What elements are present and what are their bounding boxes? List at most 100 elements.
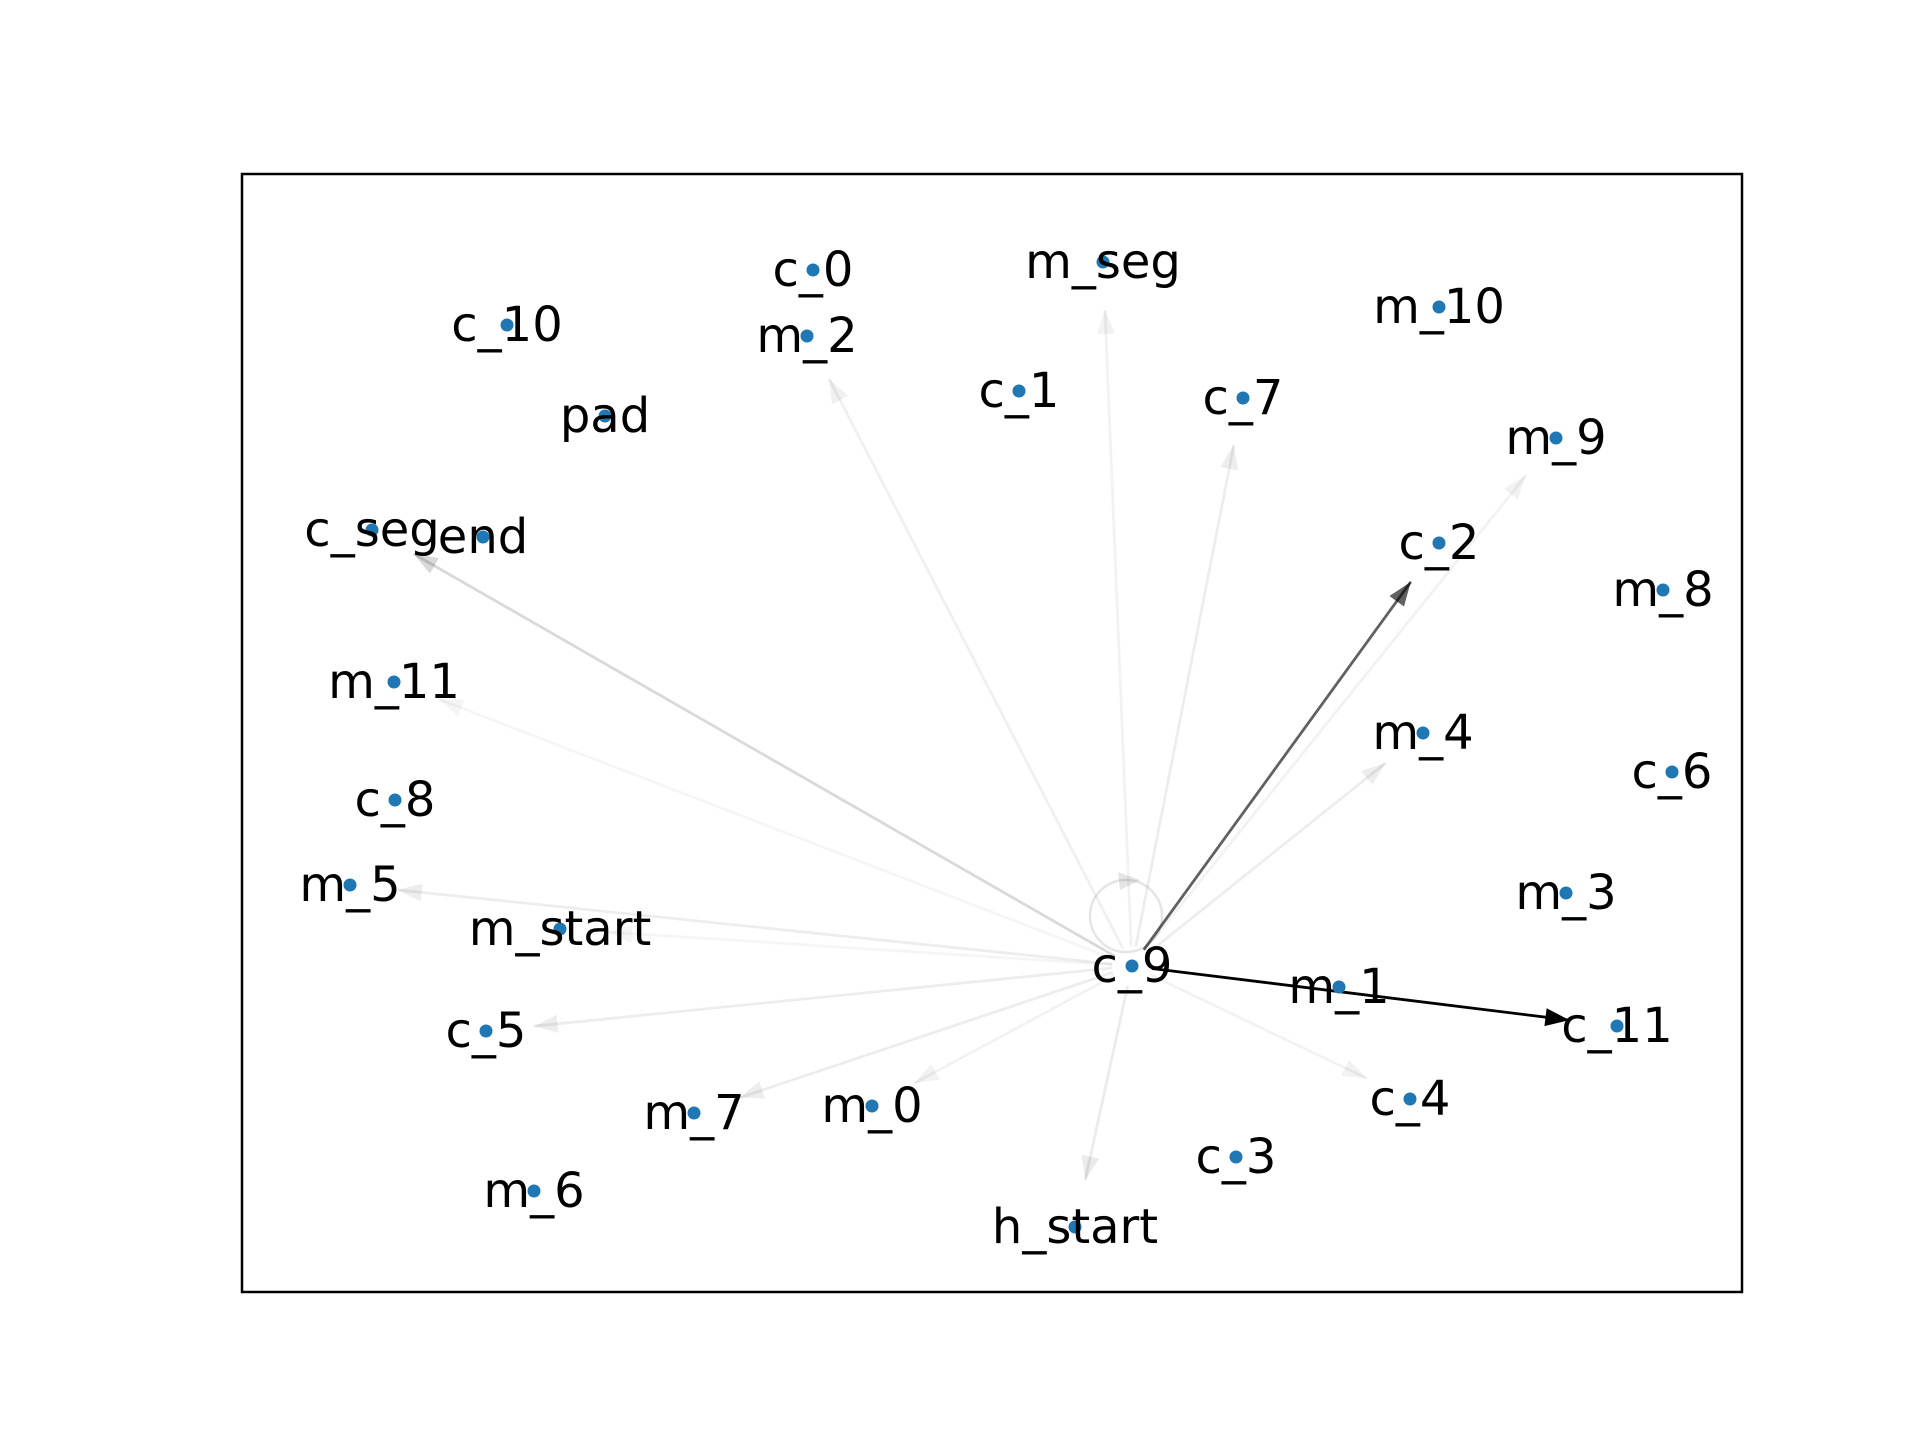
node-m_1: m_1 [1288,959,1389,1015]
node-dot [1549,431,1563,445]
edge-c_9-to-m_start [607,924,1113,967]
node-c_0: c_0 [773,242,854,298]
node-dot [1125,959,1139,973]
node-label: c_1 [979,363,1060,419]
edge-c_9-to-c_seg [412,552,1116,958]
node-c_3: c_3 [1196,1129,1277,1185]
node-label: m_3 [1515,865,1616,921]
edge-c_9-to-m_11 [438,697,1114,961]
node-dot [1332,980,1346,994]
node-label: c_2 [1399,515,1480,571]
node-m_start: m_start [469,901,652,957]
node-label: c_9 [1092,938,1173,994]
node-dot [479,1024,493,1038]
plot-frame [240,172,1744,1294]
node-dot [500,318,514,332]
node-dot [388,793,402,807]
node-c_6: c_6 [1632,744,1713,800]
node-dot [527,1184,541,1198]
edge-c_9-to-c_2 [1142,581,1412,951]
node-dot [1236,391,1250,405]
edge-c_9-to-c_5 [533,966,1113,1033]
node-dot [806,263,820,277]
node-label: c_3 [1196,1129,1277,1185]
edge-c_9-to-c_7 [1134,444,1239,947]
node-label: pad [560,388,650,444]
node-c_5: c_5 [446,1003,527,1059]
edge-c_9-to-c_11 [1151,967,1570,1027]
node-label: c_0 [773,242,854,298]
edge-c_9-to-h_start [1081,985,1130,1181]
node-c_4: c_4 [1370,1071,1451,1127]
node-pad: pad [560,388,650,444]
node-label: m_2 [756,308,857,364]
node-m_7: m_7 [643,1085,744,1141]
node-m_8: m_8 [1612,562,1713,618]
edge-layer [397,309,1570,1181]
node-dot [476,530,490,544]
node-label: c_7 [1203,370,1284,426]
node-end: end [438,509,528,565]
node-c_9: c_9 [1092,938,1173,994]
node-c_seg: c_seg [304,502,439,558]
node-h_start: h_start [992,1199,1158,1255]
edge-c_9-to-m_seg [1096,309,1133,947]
node-label: c_6 [1632,744,1713,800]
node-label: m_0 [821,1078,922,1134]
node-label: m_1 [1288,959,1389,1015]
node-dot [553,922,567,936]
node-dot [687,1106,701,1120]
node-label: m_6 [483,1163,584,1219]
node-m_2: m_2 [756,308,857,364]
node-label: c_8 [355,772,436,828]
node-m_0: m_0 [821,1078,922,1134]
node-label: m_11 [328,654,460,710]
edge-c_9-to-m_7 [739,971,1114,1100]
node-m_4: m_4 [1372,705,1473,761]
node-label: c_4 [1370,1071,1451,1127]
node-m_seg: m_seg [1025,234,1181,290]
node-label: c_10 [451,297,562,353]
node-c_8: c_8 [355,772,436,828]
node-dot [1559,886,1573,900]
node-c_2: c_2 [1399,515,1480,571]
node-dot [1665,765,1679,779]
node-dot [1229,1150,1243,1164]
edge-c_9-to-m_4 [1146,761,1387,955]
node-m_11: m_11 [328,654,460,710]
node-m_3: m_3 [1515,865,1616,921]
edge-c_9-to-m_5 [397,883,1113,966]
node-dot [598,409,612,423]
node-dot [1416,726,1430,740]
edge-c_9-to-m_9 [1143,474,1528,952]
node-label: m_7 [643,1085,744,1141]
node-label: h_start [992,1199,1158,1255]
node-label: m_start [469,901,652,957]
node-label: m_5 [299,857,400,913]
node-c_10: c_10 [451,297,562,353]
node-label: c_5 [446,1003,527,1059]
edge-c_9-to-c_9 [1088,872,1164,954]
node-dot [1432,300,1446,314]
node-label: end [438,509,528,565]
edge-c_9-to-m_0 [913,974,1116,1085]
node-m_5: m_5 [299,857,400,913]
node-dot [1403,1092,1417,1106]
node-dot [387,675,401,689]
node-label: c_11 [1561,998,1672,1054]
node-dot [1656,583,1670,597]
node-c_1: c_1 [979,363,1060,419]
node-label: m_4 [1372,705,1473,761]
node-c_7: c_7 [1203,370,1284,426]
node-dot [1068,1220,1082,1234]
node-label: m_10 [1373,279,1505,335]
node-label: m_seg [1025,234,1181,290]
node-dot [1096,255,1110,269]
node-dot [1610,1019,1624,1033]
node-dot [865,1099,879,1113]
node-dot [800,329,814,343]
node-c_11: c_11 [1561,998,1672,1054]
node-label: m_9 [1505,410,1606,466]
